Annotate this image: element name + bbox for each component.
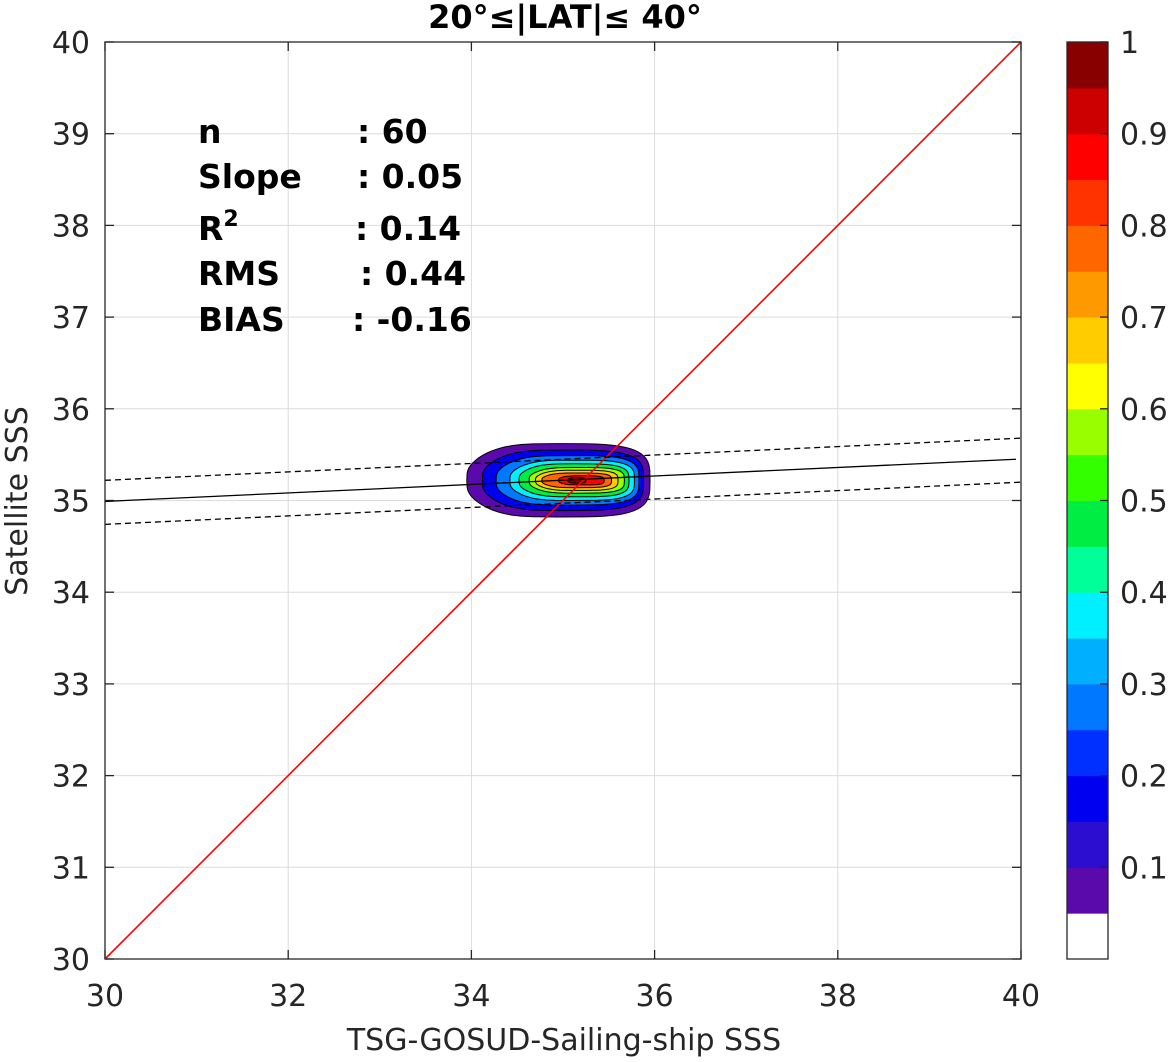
stat-value: : 60 — [357, 112, 428, 151]
x-tick-labels: 30 32 34 36 38 40 — [86, 979, 1040, 1014]
colorbar: 0.1 0.2 0.3 0.4 0.5 0.6 0.7 0.8 0.9 1 — [1066, 26, 1168, 960]
y-tick-label: 39 — [52, 118, 90, 153]
colorbar-band — [1067, 408, 1108, 456]
confidence-line — [104, 437, 1022, 481]
y-tick-label: 32 — [52, 760, 90, 795]
x-tick-label: 38 — [819, 979, 857, 1014]
y-axis-label: Satellite SSS — [0, 406, 35, 596]
stat-value: : 0.14 — [355, 209, 461, 248]
stat-value: : 0.44 — [360, 254, 466, 293]
plot-frame — [104, 41, 1022, 960]
colorbar-tick-label: 0.1 — [1120, 851, 1168, 886]
stats-annotation: n : 60 Slope : 0.05 R2 : 0.14 RMS : 0.44 BIAS : -… — [198, 112, 472, 339]
stat-value: : 0.05 — [357, 157, 463, 196]
colorbar-band — [1067, 87, 1108, 135]
stat-label: R2 — [198, 207, 239, 248]
regression-lines — [104, 41, 1022, 960]
x-tick-label: 40 — [1002, 979, 1040, 1014]
colorbar-band — [1067, 225, 1108, 272]
x-tick-label: 36 — [636, 979, 674, 1014]
y-tick-label: 35 — [52, 485, 90, 520]
colorbar-band — [1067, 317, 1108, 364]
colorbar-band — [1067, 775, 1108, 822]
colorbar-band — [1067, 546, 1108, 593]
y-tick-label: 30 — [52, 943, 90, 978]
identity-line — [104, 41, 1022, 960]
y-tick-label: 33 — [52, 668, 90, 703]
colorbar-tick-label: 0.8 — [1120, 209, 1168, 244]
stat-value: : -0.16 — [352, 300, 472, 339]
stat-label: n — [198, 112, 222, 151]
colorbar-tick-label: 0.6 — [1120, 393, 1168, 428]
colorbar-band — [1067, 913, 1108, 960]
colorbar-tick-label: 0.2 — [1120, 760, 1168, 795]
colorbar-band — [1067, 729, 1108, 777]
y-tick-label: 40 — [52, 26, 90, 61]
colorbar-tick-label: 0.9 — [1120, 118, 1168, 153]
colorbar-band — [1067, 821, 1108, 868]
x-axis-label: TSG-GOSUD-Sailing-ship SSS — [346, 1023, 781, 1058]
colorbar-band — [1067, 271, 1108, 318]
y-tick-label: 38 — [52, 209, 90, 244]
colorbar-tick-label: 1 — [1120, 26, 1139, 61]
chart-title: 20°≤|LAT|≤ 40° — [428, 0, 702, 37]
colorbar-band — [1067, 638, 1108, 685]
colorbar-tick-label: 0.3 — [1120, 668, 1168, 703]
stat-label: BIAS — [198, 300, 285, 339]
y-tick-label: 31 — [52, 851, 90, 886]
stat-label: RMS — [198, 254, 280, 293]
x-tick-label: 34 — [452, 979, 490, 1014]
colorbar-band — [1067, 362, 1108, 410]
colorbar-tick-label: 0.4 — [1120, 576, 1168, 611]
colorbar-band — [1067, 592, 1108, 639]
x-tick-label: 30 — [86, 979, 124, 1014]
colorbar-band — [1067, 867, 1108, 914]
colorbar-tick-label: 0.5 — [1120, 485, 1168, 520]
colorbar-band — [1067, 500, 1108, 547]
colorbar-band — [1067, 454, 1108, 501]
colorbar-tick-label: 0.7 — [1120, 301, 1168, 336]
regression-line — [104, 458, 1017, 503]
confidence-line — [104, 481, 1022, 525]
colorbar-band — [1067, 42, 1108, 89]
stat-label: Slope — [198, 157, 302, 196]
y-tick-label: 37 — [52, 301, 90, 336]
colorbar-band — [1067, 179, 1108, 226]
y-tick-labels: 30 31 32 33 34 35 36 37 38 39 40 — [52, 26, 90, 978]
y-tick-label: 34 — [52, 576, 90, 611]
y-tick-label: 36 — [52, 393, 90, 428]
colorbar-band — [1067, 683, 1108, 731]
x-tick-label: 32 — [269, 979, 307, 1014]
colorbar-band — [1067, 133, 1108, 181]
